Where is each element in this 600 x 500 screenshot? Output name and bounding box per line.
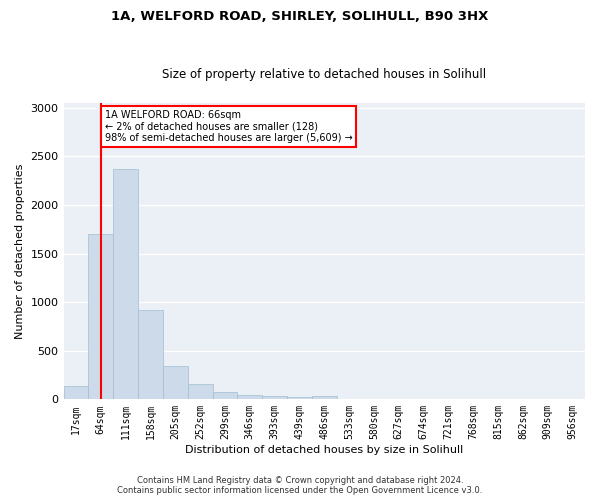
Title: Size of property relative to detached houses in Solihull: Size of property relative to detached ho… — [162, 68, 487, 81]
Text: 1A, WELFORD ROAD, SHIRLEY, SOLIHULL, B90 3HX: 1A, WELFORD ROAD, SHIRLEY, SOLIHULL, B90… — [112, 10, 488, 23]
Text: Contains HM Land Registry data © Crown copyright and database right 2024.
Contai: Contains HM Land Registry data © Crown c… — [118, 476, 482, 495]
Text: 1A WELFORD ROAD: 66sqm
← 2% of detached houses are smaller (128)
98% of semi-det: 1A WELFORD ROAD: 66sqm ← 2% of detached … — [104, 110, 352, 143]
Bar — [287, 398, 312, 400]
Bar — [163, 366, 188, 400]
X-axis label: Distribution of detached houses by size in Solihull: Distribution of detached houses by size … — [185, 445, 463, 455]
Bar — [238, 395, 262, 400]
Bar — [188, 384, 212, 400]
Bar — [212, 392, 238, 400]
Bar — [262, 396, 287, 400]
Bar — [64, 386, 88, 400]
Bar — [312, 396, 337, 400]
Bar — [113, 169, 138, 400]
Bar — [88, 234, 113, 400]
Bar — [138, 310, 163, 400]
Y-axis label: Number of detached properties: Number of detached properties — [15, 164, 25, 339]
